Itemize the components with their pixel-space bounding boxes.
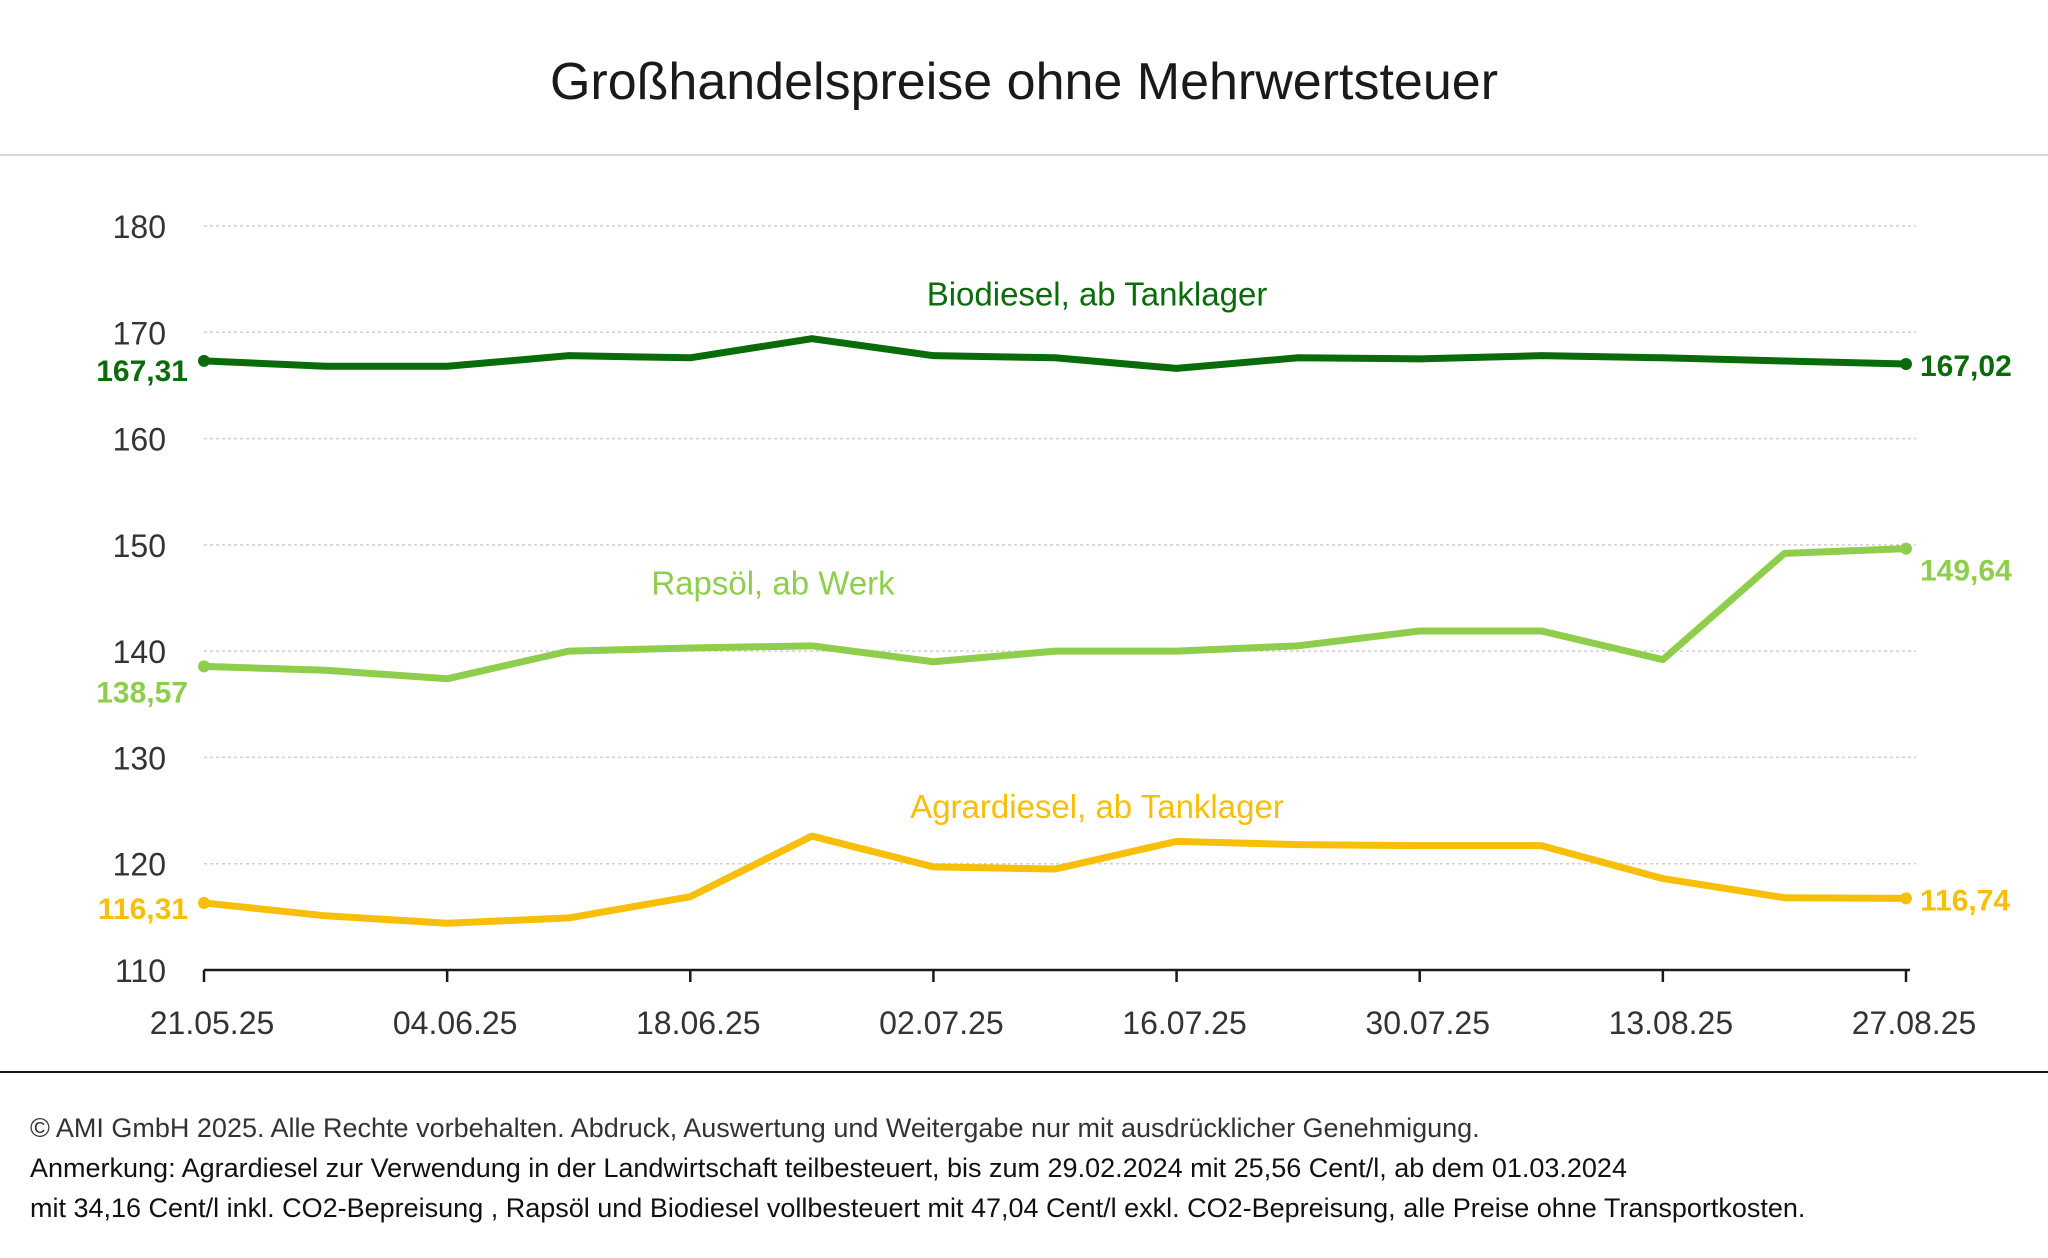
footnote-line-2: mit 34,16 Cent/l inkl. CO2-Bepreisung , … — [30, 1193, 1806, 1223]
x-tick-label: 16.07.25 — [1122, 1005, 1247, 1041]
first-value-label-agrardiesel: 116,31 — [98, 893, 188, 926]
x-tick-label: 02.07.25 — [879, 1005, 1004, 1041]
endpoint-biodiesel-start — [198, 354, 210, 367]
title-divider — [0, 154, 2048, 156]
endpoint-agrardiesel-end — [1900, 892, 1912, 905]
endpoint-rapsoel-start — [198, 660, 210, 673]
last-value-label-rapsoel: 149,64 — [1920, 555, 2012, 588]
x-tick-label: 04.06.25 — [393, 1005, 518, 1041]
endpoint-biodiesel-end — [1900, 357, 1912, 370]
x-tick-label: 27.08.25 — [1852, 1005, 1977, 1041]
x-tick-label: 18.06.25 — [636, 1005, 761, 1041]
y-tick-label: 130 — [113, 740, 166, 776]
x-tick-label: 21.05.25 — [150, 1005, 275, 1041]
y-tick-label: 170 — [113, 315, 166, 351]
y-tick-label: 150 — [113, 528, 166, 564]
y-tick-label: 120 — [113, 847, 166, 883]
y-tick-label: 180 — [113, 209, 166, 245]
y-tick-label: 140 — [113, 634, 166, 670]
first-value-label-rapsoel: 138,57 — [96, 676, 188, 709]
footer-divider — [0, 1071, 2048, 1073]
endpoint-agrardiesel-start — [198, 896, 210, 909]
series-line-rapsoel — [200, 545, 1910, 683]
endpoint-rapsoel-end — [1900, 542, 1912, 555]
y-tick-label: 160 — [113, 422, 166, 458]
series-line-biodiesel — [200, 335, 1910, 372]
copyright-text: © AMI GmbH 2025. Alle Rechte vorbehalten… — [30, 1113, 1480, 1143]
series-label-biodiesel: Biodiesel, ab Tanklager — [927, 276, 1268, 313]
x-tick-label: 13.08.25 — [1609, 1005, 1734, 1041]
series-label-agrardiesel: Agrardiesel, ab Tanklager — [910, 788, 1284, 825]
x-tick-label: 30.07.25 — [1365, 1005, 1490, 1041]
series-line-agrardiesel — [200, 832, 1910, 927]
last-value-label-agrardiesel: 116,74 — [1920, 884, 2010, 917]
y-tick-label: 110 — [115, 953, 166, 989]
footnote-line-1: Anmerkung: Agrardiesel zur Verwendung in… — [30, 1153, 1627, 1183]
chart-title: Großhandelspreise ohne Mehrwertsteuer — [549, 53, 1499, 111]
first-value-label-biodiesel: 167,31 — [96, 355, 188, 388]
footer: © AMI GmbH 2025. Alle Rechte vorbehalten… — [30, 1108, 2020, 1228]
series-label-rapsoel: Rapsöl, ab Werk — [651, 564, 895, 601]
last-value-label-biodiesel: 167,02 — [1920, 350, 2012, 383]
